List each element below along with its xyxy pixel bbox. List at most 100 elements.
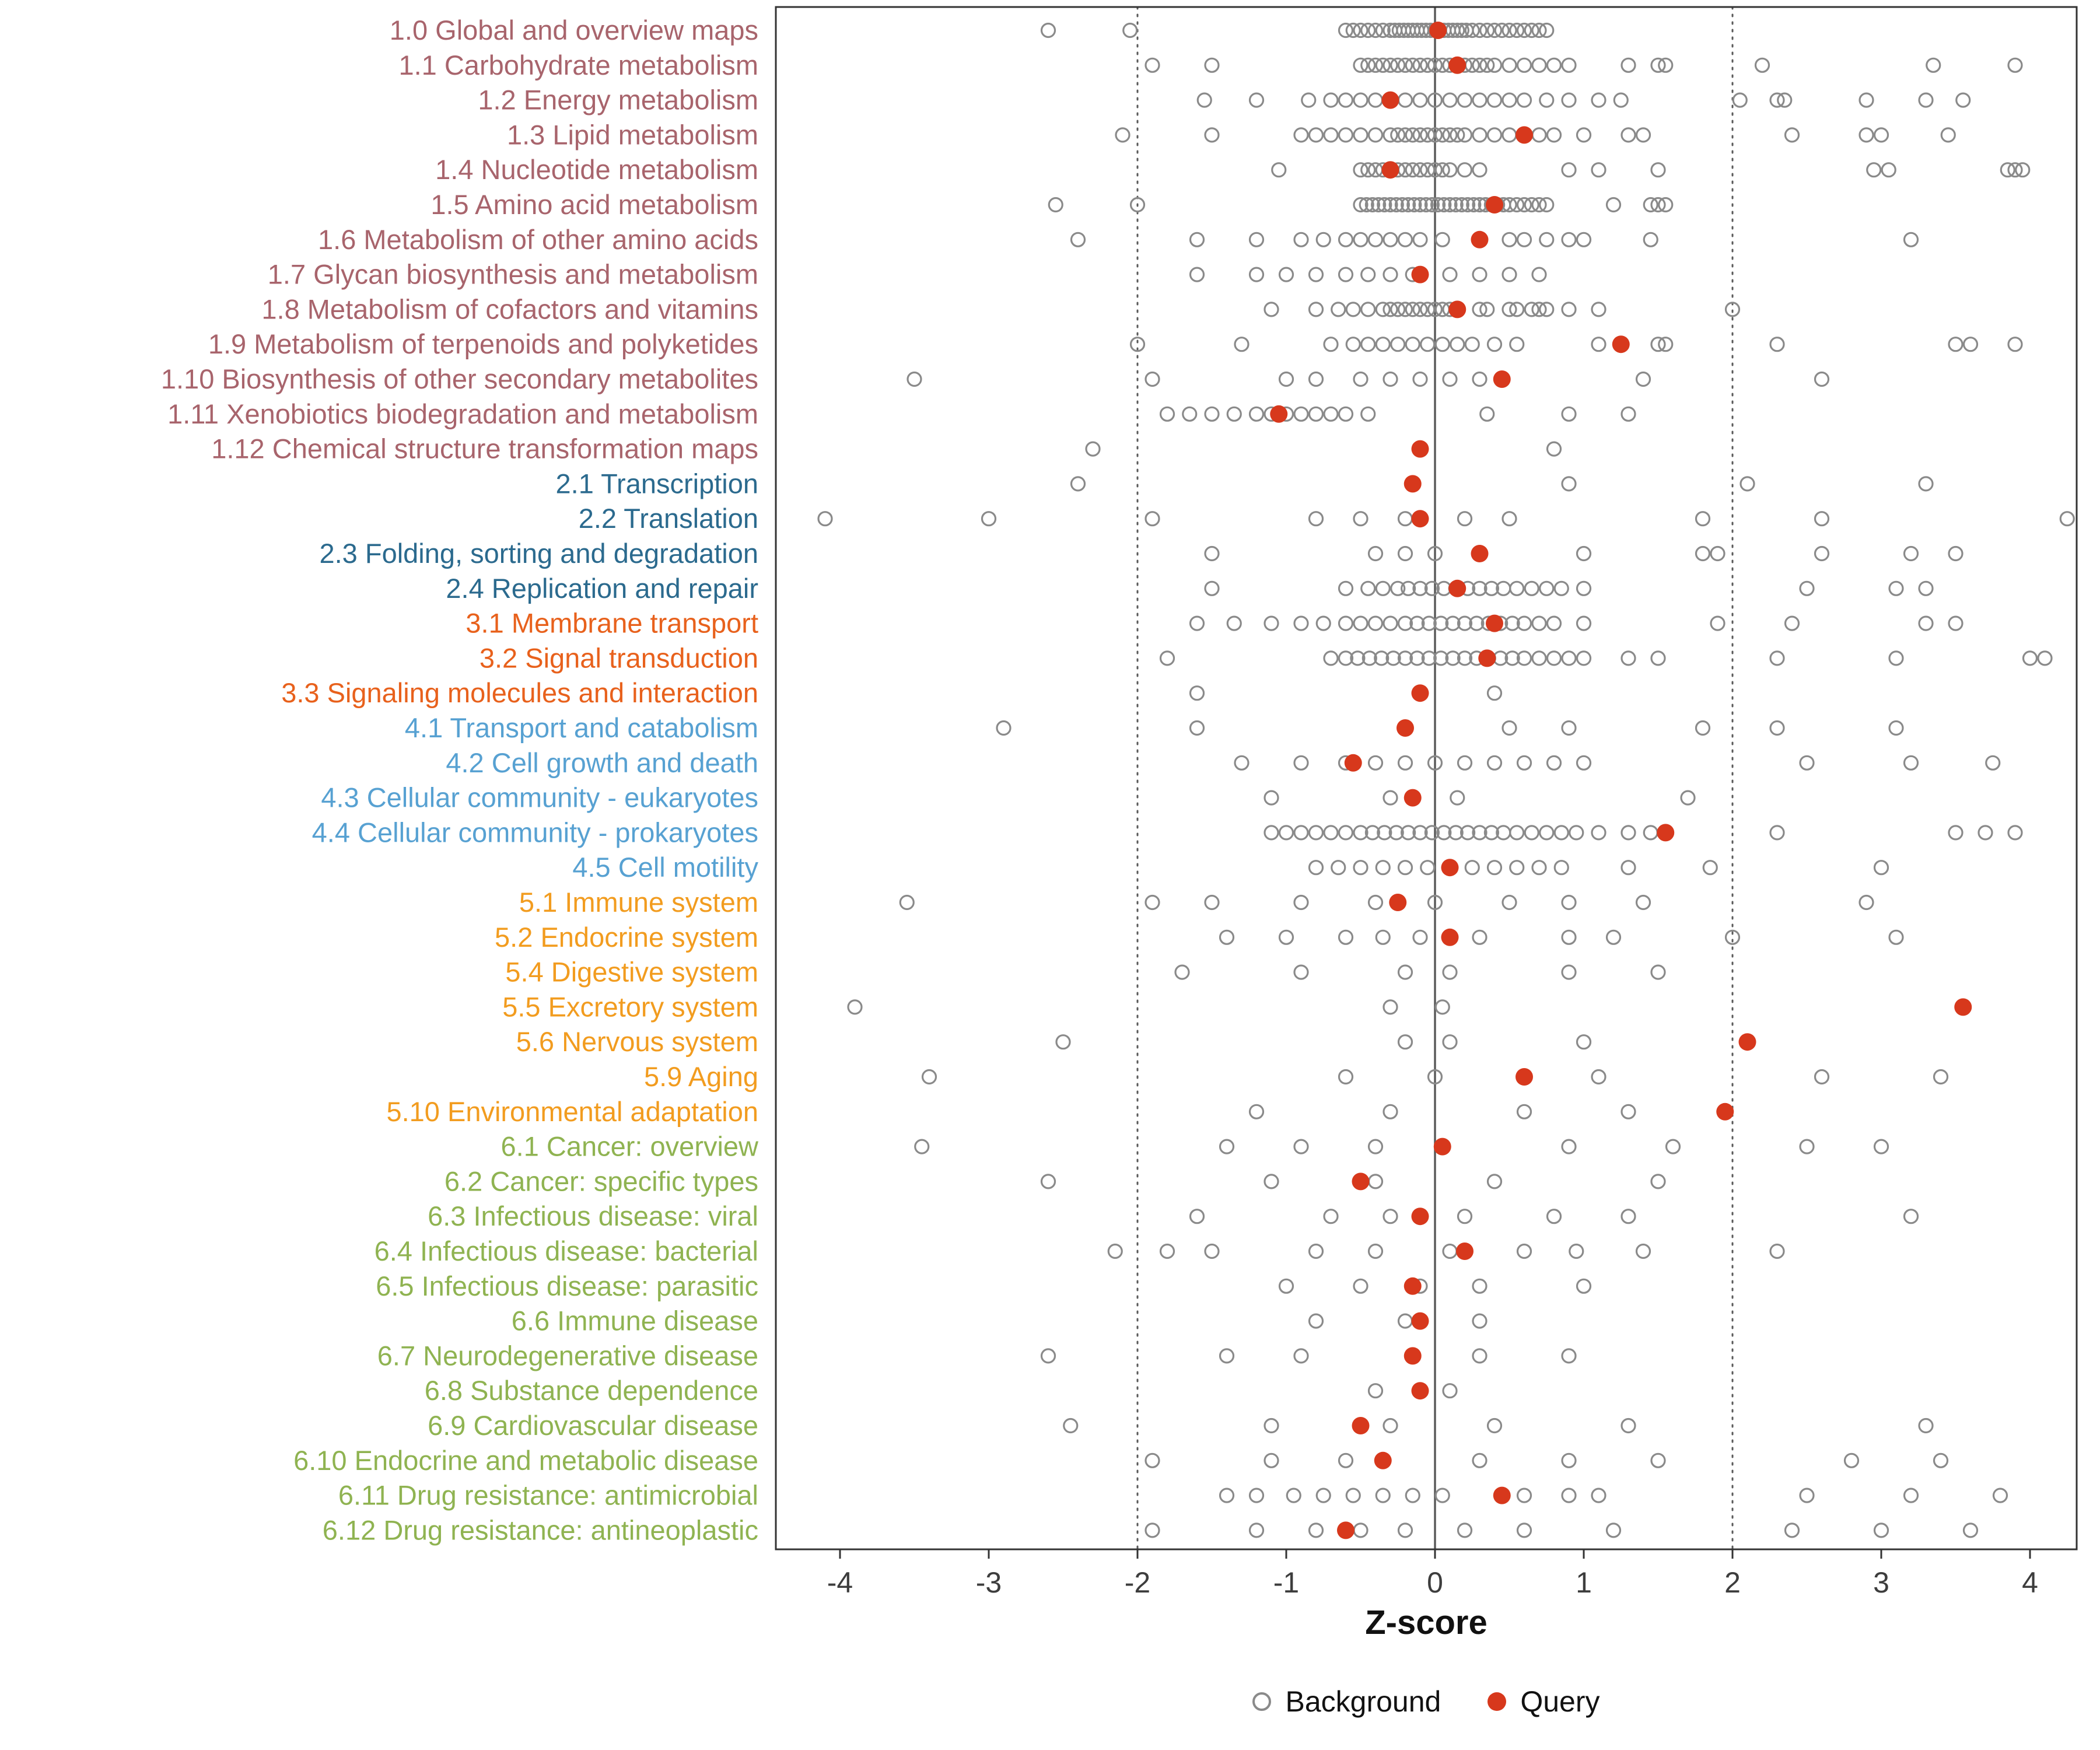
background-point <box>1360 337 1376 352</box>
background-point <box>1219 929 1235 945</box>
background-point <box>1799 1488 1815 1503</box>
background-point <box>1397 57 1413 73</box>
query-point <box>1352 1417 1370 1434</box>
background-point <box>1390 580 1406 596</box>
background-point <box>1367 92 1384 108</box>
background-point <box>1436 197 1452 213</box>
query-point <box>1411 1382 1429 1400</box>
background-point <box>1144 57 1160 73</box>
background-point <box>1420 57 1436 73</box>
background-point <box>1189 720 1205 736</box>
background-point <box>1367 1174 1384 1189</box>
background-point <box>1377 197 1392 213</box>
background-point <box>1450 790 1465 806</box>
background-point <box>1620 860 1636 876</box>
background-point <box>1382 127 1398 143</box>
background-point <box>1546 650 1562 666</box>
background-point <box>1421 615 1437 631</box>
background-point <box>1338 127 1354 143</box>
background-point <box>1553 860 1569 876</box>
background-point <box>1286 1488 1301 1503</box>
category-label: 4.3 Cellular community - eukaryotes <box>321 782 758 813</box>
background-point <box>1472 1278 1488 1294</box>
background-point <box>1338 92 1354 108</box>
background-point <box>1248 232 1265 247</box>
background-point <box>1591 1488 1606 1503</box>
background-point <box>1605 1522 1622 1538</box>
background-point <box>1546 615 1562 631</box>
background-point <box>1293 894 1309 911</box>
background-point <box>1754 57 1770 73</box>
background-point <box>1375 302 1391 317</box>
background-point <box>1524 197 1539 213</box>
background-point <box>1873 127 1889 143</box>
background-point <box>1732 92 1748 108</box>
background-point <box>1442 197 1458 213</box>
category-label: 2.4 Replication and repair <box>446 573 758 604</box>
background-point <box>1457 615 1473 631</box>
query-point <box>1612 335 1630 354</box>
background-point <box>1472 580 1488 596</box>
background-point <box>1531 302 1547 317</box>
category-label: 6.9 Cardiovascular disease <box>428 1410 758 1441</box>
query-point <box>1374 1451 1392 1469</box>
background-point <box>1442 1034 1458 1050</box>
background-point <box>1620 127 1636 143</box>
background-point <box>1427 1069 1443 1085</box>
background-point <box>1859 92 1874 108</box>
background-point <box>1308 371 1324 387</box>
background-point <box>1635 127 1651 143</box>
background-point <box>1561 162 1577 178</box>
background-point <box>1992 1488 2008 1503</box>
background-point <box>1382 1418 1398 1434</box>
background-point <box>1658 57 1674 73</box>
background-point <box>1576 1034 1592 1050</box>
background-point <box>1301 92 1317 108</box>
background-point <box>1472 1452 1488 1468</box>
background-point <box>1353 57 1368 73</box>
background-point <box>1620 650 1636 666</box>
background-point <box>1546 755 1562 771</box>
background-point <box>1397 1034 1413 1050</box>
background-point <box>1375 929 1391 945</box>
background-point <box>1264 302 1279 317</box>
background-point <box>1338 825 1354 841</box>
background-point <box>1308 302 1324 317</box>
background-point <box>1040 1174 1056 1189</box>
background-point <box>1293 1348 1309 1364</box>
background-point <box>1430 197 1446 213</box>
background-point <box>1382 999 1398 1015</box>
background-point <box>1040 1348 1056 1364</box>
query-point <box>1493 1486 1511 1504</box>
background-point <box>1504 650 1520 666</box>
background-point <box>1362 650 1377 666</box>
legend-query-label: Query <box>1520 1685 1600 1718</box>
background-point <box>1248 267 1265 282</box>
axis-tick-label: 0 <box>1427 1566 1443 1599</box>
background-point <box>2059 511 2075 527</box>
background-point <box>1353 615 1368 631</box>
background-point <box>1948 615 1964 631</box>
background-point <box>1397 232 1413 247</box>
category-label: 4.1 Transport and catabolism <box>405 712 758 743</box>
background-point <box>1516 755 1532 771</box>
background-point <box>1472 127 1488 143</box>
query-point <box>1441 928 1459 946</box>
background-point <box>1278 825 1294 841</box>
background-point <box>1486 685 1503 701</box>
background-point <box>1561 57 1577 73</box>
background-point <box>1338 929 1354 945</box>
background-point <box>1799 580 1815 596</box>
background-point <box>1859 127 1874 143</box>
query-point <box>1448 300 1466 318</box>
query-point <box>1456 1242 1474 1260</box>
background-point <box>1204 1243 1220 1259</box>
category-label: 6.8 Substance dependence <box>425 1375 758 1406</box>
background-point <box>1539 825 1555 841</box>
background-point <box>1070 232 1086 247</box>
background-point <box>1539 92 1555 108</box>
background-point <box>1724 929 1741 945</box>
background-point <box>1504 615 1520 631</box>
background-point <box>1799 755 1815 771</box>
background-point <box>1420 337 1436 352</box>
